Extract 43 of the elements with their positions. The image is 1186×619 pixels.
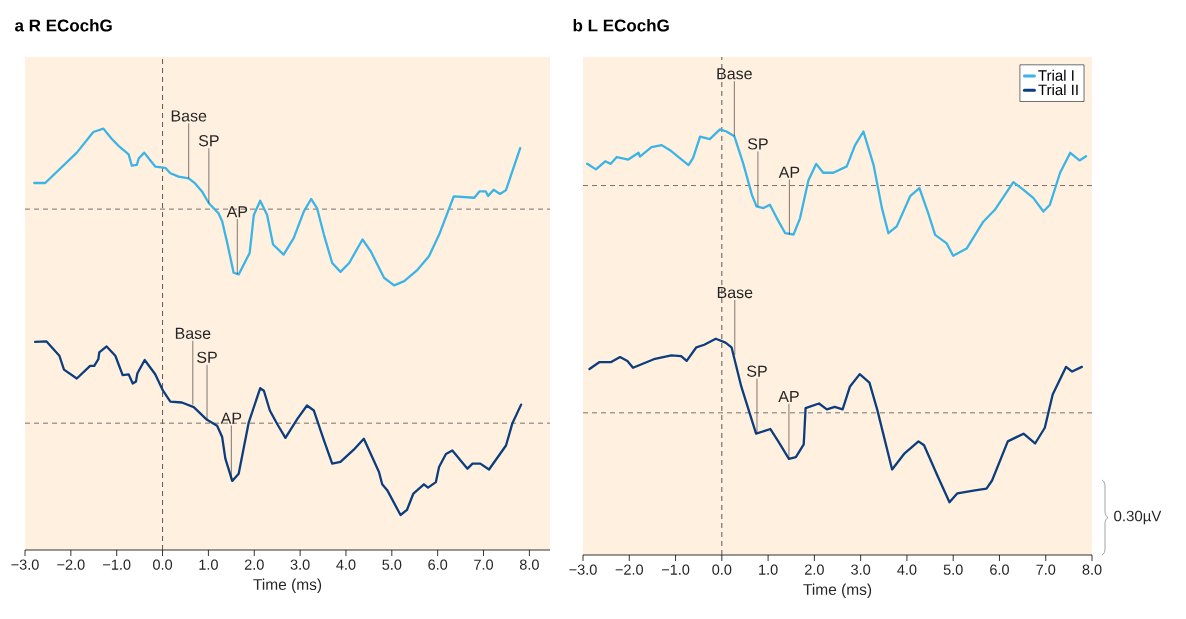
annotation: AP	[778, 390, 799, 402]
x-tick-label: 2.0	[805, 564, 824, 575]
annotation: SP	[747, 138, 768, 150]
annotation: SP	[198, 135, 219, 147]
x-tick-label: 7.0	[1036, 564, 1056, 575]
x-tick-label: 2.0	[244, 559, 264, 570]
x-tick-label: 0.0	[712, 564, 732, 575]
x-tick-label: 3.0	[290, 559, 310, 570]
annotation: AP	[226, 206, 248, 218]
x-tick-label: −2.0	[615, 564, 644, 575]
x-tick-label: 5.0	[943, 564, 963, 575]
annotation: Base	[717, 286, 753, 299]
x-tick-label: 0.0	[153, 559, 173, 570]
annotation: Base	[171, 110, 207, 122]
x-tick-label: 4.0	[897, 564, 917, 575]
legend-label: Trial I	[1038, 69, 1074, 81]
x-tick-label: −2.0	[57, 559, 85, 570]
x-tick-label: −1.0	[103, 559, 131, 570]
x-tick-label: −1.0	[661, 564, 690, 575]
legend-label: Trial II	[1038, 84, 1078, 96]
x-tick-label: 8.0	[1082, 564, 1102, 575]
x-tick-label: 1.0	[759, 564, 778, 575]
x-tick-label: 3.0	[851, 564, 871, 575]
annotation: Base	[717, 68, 752, 80]
x-tick-label: 7.0	[474, 559, 494, 570]
annotation: Base	[175, 327, 211, 339]
text: 0.30µV	[1114, 510, 1162, 525]
x-axis-title: Time (ms)	[253, 578, 322, 594]
x-tick-label: 8.0	[519, 559, 539, 570]
x-tick-label: 1.0	[199, 559, 218, 570]
x-axis-title: Time (ms)	[803, 583, 872, 599]
x-tick-label: 6.0	[428, 559, 448, 570]
x-tick-label: −3.0	[569, 564, 597, 575]
annotation: SP	[197, 351, 217, 363]
annotation: SP	[747, 365, 767, 377]
annotation: AP	[778, 166, 800, 178]
annotation: AP	[220, 412, 242, 424]
chart-title: b L ECochG	[573, 19, 669, 32]
x-tick-label: 6.0	[990, 564, 1009, 575]
x-tick-label: −3.0	[11, 559, 39, 570]
x-tick-label: 4.0	[336, 559, 356, 570]
x-tick-label: 5.0	[382, 559, 402, 570]
chart-title: a R ECochG	[15, 19, 112, 32]
